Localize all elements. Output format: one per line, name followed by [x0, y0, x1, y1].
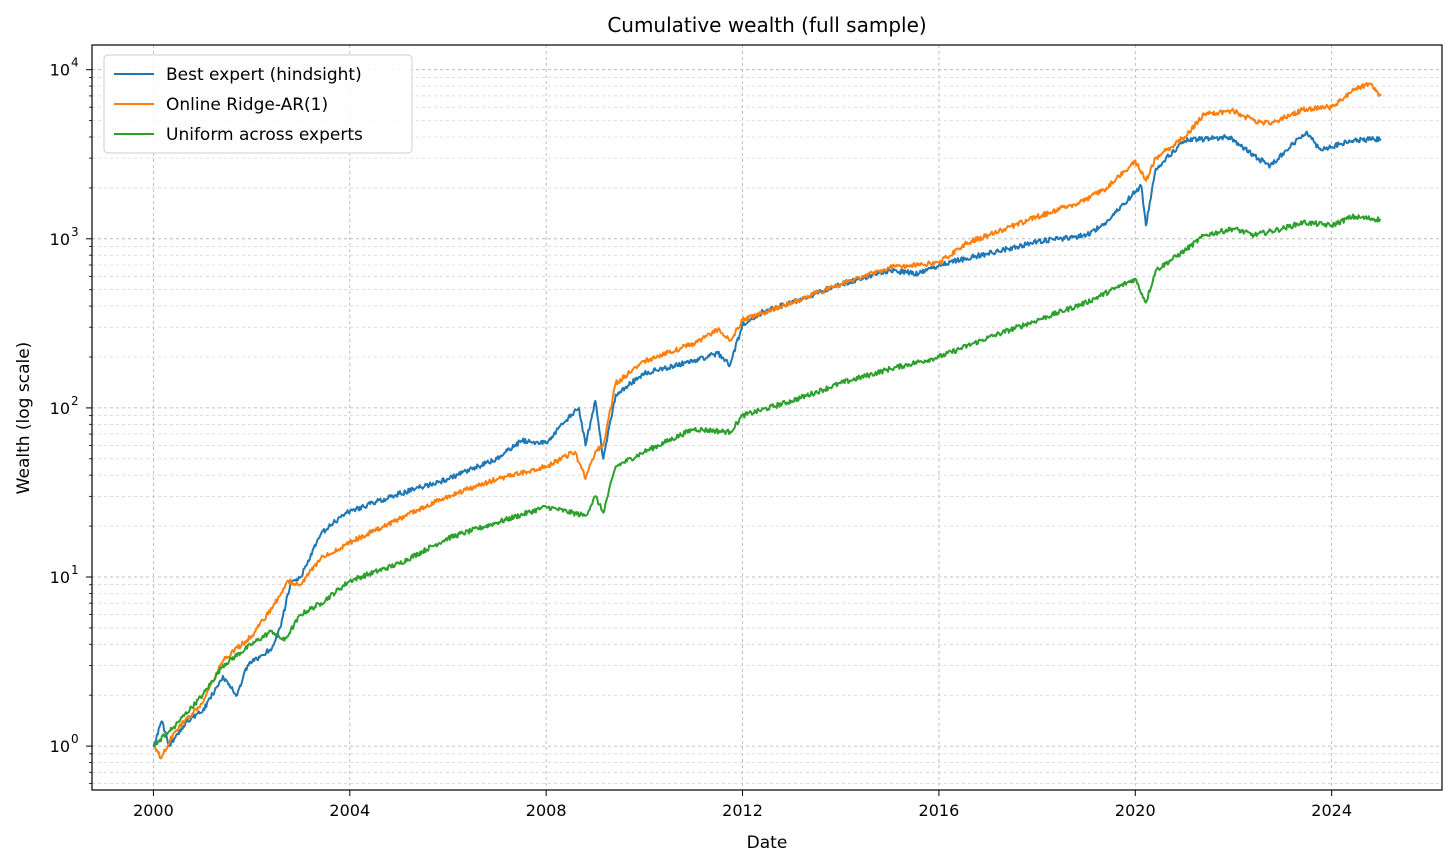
legend-entry-label: Best expert (hindsight) — [166, 65, 362, 85]
y-tick-label: 10 — [50, 737, 70, 756]
legend-entry-label: Online Ridge-AR(1) — [166, 95, 328, 115]
series-line-1 — [153, 82, 1382, 760]
y-tick-label: 10 — [50, 568, 70, 587]
y-tick-exponent: 4 — [71, 56, 79, 70]
x-tick-label: 2012 — [722, 801, 763, 820]
y-tick-label: 10 — [50, 230, 70, 249]
chart-title: Cumulative wealth (full sample) — [607, 13, 926, 37]
y-tick-exponent: 2 — [71, 394, 79, 408]
y-tick-exponent: 1 — [71, 563, 79, 577]
y-tick-exponent: 0 — [71, 732, 79, 746]
x-tick-label: 2008 — [526, 801, 567, 820]
y-tick-exponent: 3 — [71, 225, 79, 239]
x-tick-label: 2000 — [133, 801, 174, 820]
series-line-2 — [153, 213, 1382, 748]
x-axis-ticks: 2000 2004 2008 2012 2016 2020 2024 — [133, 790, 1352, 820]
legend-box — [103, 54, 413, 154]
legend: Best expert (hindsight) Online Ridge-AR(1… — [103, 54, 413, 154]
x-tick-label: 2020 — [1115, 801, 1156, 820]
legend-entry-label: Uniform across experts — [166, 125, 363, 145]
y-tick-label: 10 — [50, 399, 70, 418]
x-tick-label: 2004 — [329, 801, 370, 820]
y-tick-label: 10 — [50, 61, 70, 80]
y-axis-label: Wealth (log scale) — [14, 342, 34, 495]
grid — [92, 45, 1442, 790]
series-line-0 — [152, 130, 1382, 748]
x-tick-label: 2024 — [1311, 801, 1352, 820]
x-axis-label: Date — [747, 833, 788, 853]
plot-area-frame — [91, 44, 1443, 791]
x-tick-label: 2016 — [919, 801, 960, 820]
series-lines — [152, 82, 1382, 760]
